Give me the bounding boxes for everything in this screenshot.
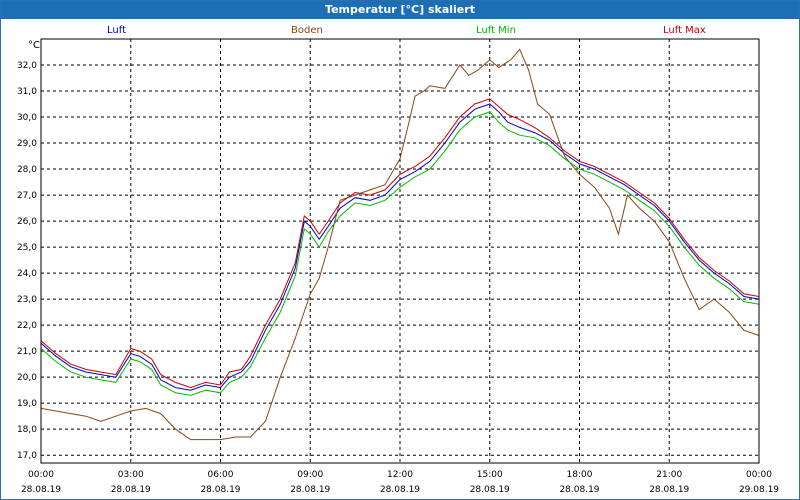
x-tick-date: 29.08.19 [739,485,779,495]
x-tick-date: 28.08.19 [470,485,510,495]
plot-frame [40,38,760,464]
y-tick-label: 25,0 [17,243,37,253]
series-lines [40,48,760,441]
series-line-luft-min [40,111,760,396]
y-axis-ticks: 17,0 18,0 19,0 20,0 21,0 22,0 23,0 24,0 25,0 26,0… [17,61,37,461]
y-tick-label: 20,0 [17,373,37,383]
x-tick-time: 09:00 [297,470,323,480]
x-tick-time: 21:00 [656,470,682,480]
y-tick-label: 21,0 [17,347,37,357]
x-tick-time: 12:00 [387,470,413,480]
y-tick-label: 29,0 [17,139,37,149]
x-tick-date: 28.08.19 [111,485,151,495]
legend-luft-min: Luft Min [476,25,516,36]
unit-label: °C [28,40,40,51]
legend-luft-max: Luft Max [663,25,706,36]
x-tick-time: 03:00 [118,470,144,480]
window-title: Temperatur [°C] skaliert [1,1,799,19]
x-tick-date: 28.08.19 [559,485,599,495]
y-tick-label: 27,0 [17,191,37,201]
y-tick-label: 30,0 [17,113,37,123]
x-axis-ticks: 00:00 28.08.19 03:00 28.08.19 06:00 28.08.19 0… [21,470,779,495]
y-tick-label: 31,0 [17,87,37,97]
y-tick-label: 18,0 [17,425,37,435]
grid-lines [41,39,759,463]
series-line-luft [40,103,760,391]
legend-boden: Boden [291,25,323,36]
x-tick-time: 15:00 [477,470,503,480]
y-tick-label: 28,0 [17,165,37,175]
y-tick-label: 24,0 [17,269,37,279]
x-tick-time: 06:00 [208,470,234,480]
series-line-luft-max [40,98,760,389]
x-tick-time: 00:00 [746,470,772,480]
y-tick-label: 19,0 [17,399,37,409]
x-tick-date: 28.08.19 [649,485,689,495]
y-tick-label: 23,0 [17,295,37,305]
x-tick-date: 28.08.19 [200,485,240,495]
x-tick-time: 00:00 [28,470,54,480]
x-tick-date: 28.08.19 [380,485,420,495]
y-tick-label: 32,0 [17,61,37,71]
y-tick-label: 26,0 [17,217,37,227]
x-tick-time: 18:00 [567,470,593,480]
x-tick-date: 28.08.19 [290,485,330,495]
x-tick-date: 28.08.19 [21,485,61,495]
series-line-boden [40,48,760,441]
y-tick-label: 17,0 [17,451,37,461]
legend-luft: Luft [107,25,126,36]
y-tick-label: 22,0 [17,321,37,331]
